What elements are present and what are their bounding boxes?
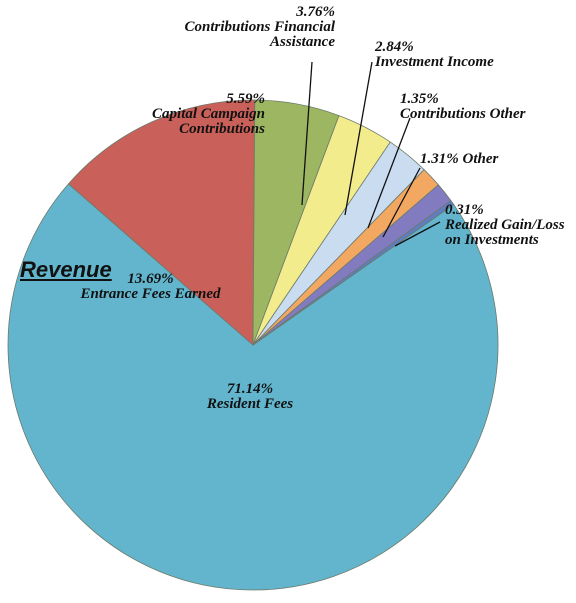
slice-category-label: Contributions Other bbox=[400, 106, 526, 122]
slice-category-label: Contributions Financial Assistance bbox=[184, 19, 335, 50]
pie bbox=[7, 99, 499, 591]
slice-category-label: Realized Gain/Loss on Investments bbox=[445, 217, 565, 248]
pie-slice bbox=[252, 200, 455, 346]
slice-category-label: Entrance Fees Earned bbox=[80, 286, 221, 302]
slice-category-label: Resident Fees bbox=[206, 396, 294, 412]
slice-value-label: 0.31% bbox=[445, 202, 484, 218]
slice-label: 13.69% Entrance Fees Earned bbox=[78, 272, 223, 302]
slice-label: 3.76% Contributions Financial Assistance bbox=[120, 5, 335, 50]
slice-value-label: 2.84% bbox=[375, 39, 414, 55]
leader-line bbox=[382, 167, 421, 238]
pie-slice bbox=[67, 99, 256, 346]
slice-label: 1.35% Contributions Other bbox=[400, 92, 570, 122]
slice-value-label: 13.69% bbox=[127, 271, 174, 287]
slice-category-label: Other bbox=[462, 151, 499, 167]
slice-value-label: 5.59% bbox=[226, 91, 265, 107]
slice-value-label: 71.14% bbox=[226, 381, 274, 397]
pie-slice bbox=[7, 183, 499, 591]
leader-line bbox=[367, 117, 411, 229]
slice-value-label: 1.35% bbox=[400, 91, 439, 107]
slice-label: 71.14% Resident Fees bbox=[170, 382, 330, 412]
slice-label: 1.31% Other bbox=[420, 152, 570, 167]
leader-line bbox=[301, 61, 313, 206]
slice-value-label: 1.31% bbox=[420, 151, 459, 167]
slice-category-label: Investment Income bbox=[375, 54, 494, 70]
slice-label: 5.59% Capital Campaign Contributions bbox=[100, 92, 265, 137]
leader-line bbox=[344, 61, 373, 216]
slice-label: 0.31% Realized Gain/Loss on Investments bbox=[445, 203, 565, 248]
slice-value-label: 3.76% bbox=[296, 4, 335, 20]
slice-label: 2.84% Investment Income bbox=[375, 40, 555, 70]
slice-category-label: Capital Campaign Contributions bbox=[152, 106, 265, 137]
leader-line bbox=[394, 221, 441, 247]
chart-title: Revenue bbox=[20, 257, 112, 282]
